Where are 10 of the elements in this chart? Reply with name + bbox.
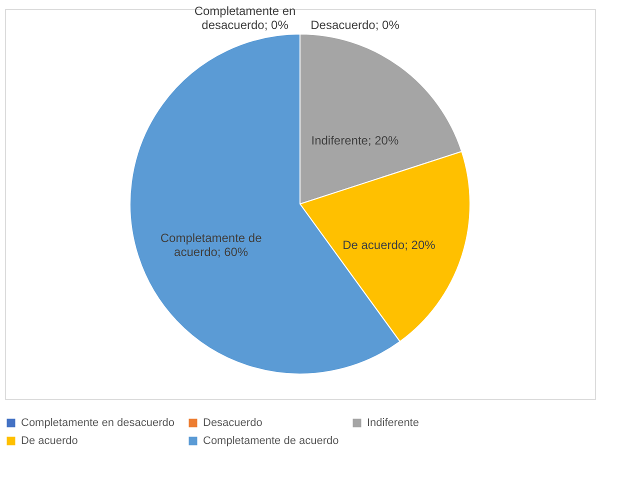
data-label: Indiferente; 20%: [311, 133, 399, 148]
text: Completamente en desacuerdo; 0%: [194, 4, 296, 32]
data-label: De acuerdo; 20%: [342, 238, 436, 252]
data-label: Completamente de acuerdo; 60%: [160, 230, 262, 259]
legend-label: Completamente en desacuerdo: [21, 417, 174, 429]
legend-label: Completamente de acuerdo: [203, 435, 339, 447]
legend-label: Indiferente: [367, 417, 419, 429]
legend-label: Desacuerdo: [203, 417, 262, 429]
text: Desacuerdo; 0%: [310, 18, 400, 32]
legend-label: De acuerdo: [21, 435, 78, 447]
